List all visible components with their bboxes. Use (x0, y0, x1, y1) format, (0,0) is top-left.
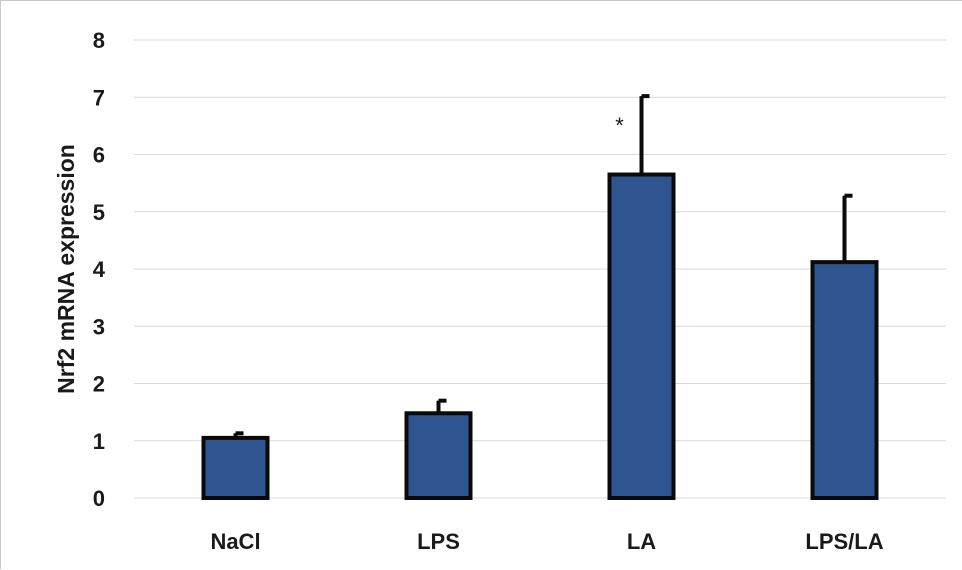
bars (201, 172, 879, 501)
error-bars (233, 94, 853, 438)
category-label-lps: LPS (417, 529, 460, 554)
bar-nacl (201, 435, 270, 501)
y-tick-label-0: 0 (93, 486, 105, 511)
category-label-nacl: NaCl (210, 529, 260, 554)
y-tick-label-8: 8 (93, 28, 105, 53)
category-label-lps-la: LPS/LA (805, 529, 883, 554)
significance-marker-la: * (615, 113, 624, 138)
y-tick-label-2: 2 (93, 372, 105, 397)
bar-lps (404, 411, 473, 500)
y-tick-label-3: 3 (93, 314, 105, 339)
y-tick-label-5: 5 (93, 200, 105, 225)
y-tick-label-6: 6 (93, 143, 105, 168)
y-tick-label-4: 4 (93, 257, 106, 282)
y-axis-ticks: 0 1 2 3 4 5 6 7 8 (93, 28, 106, 511)
y-tick-label-7: 7 (93, 85, 105, 110)
bar-la (607, 172, 676, 500)
annotations: * (615, 113, 624, 138)
x-axis-categories: NaCl LPS LA LPS/LA (210, 529, 883, 554)
bar-lps-la (810, 260, 879, 500)
y-tick-label-1: 1 (93, 429, 105, 454)
y-axis-label: Nrf2 mRNA expression (53, 144, 79, 394)
category-label-la: LA (627, 529, 656, 554)
